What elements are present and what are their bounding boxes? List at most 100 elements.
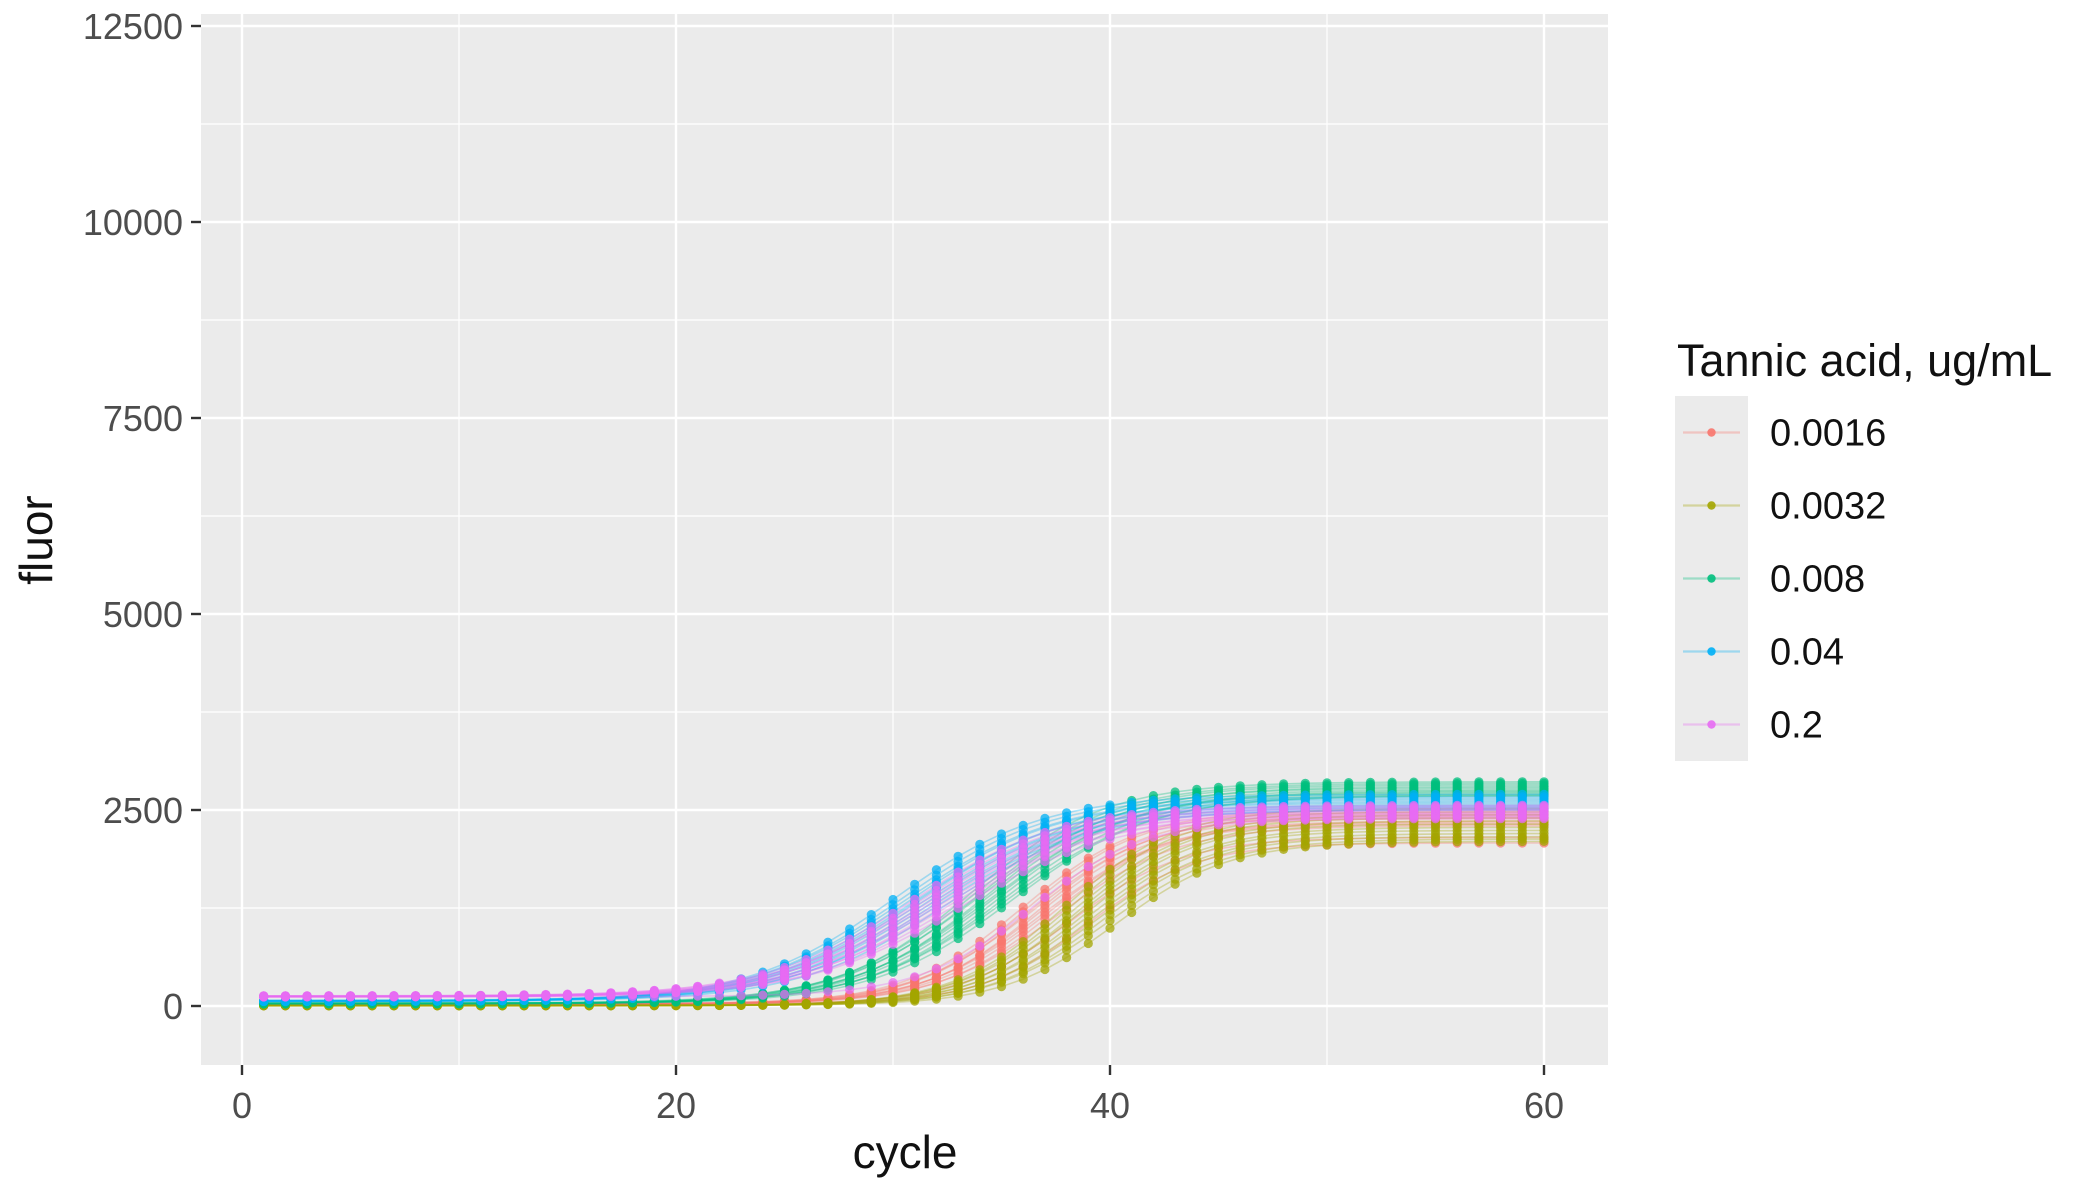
legend-keys: 0.0016 0.0032 0.008 0.04 0.2 <box>1675 396 1886 761</box>
data-point <box>302 992 312 1002</box>
data-point <box>649 991 659 1002</box>
data-point <box>1430 814 1441 824</box>
data-point <box>888 978 898 988</box>
data-point <box>519 992 529 1002</box>
data-point <box>1127 900 1137 911</box>
data-point <box>953 903 963 913</box>
data-point <box>1062 945 1072 955</box>
data-point <box>1213 859 1224 870</box>
data-point <box>1040 958 1050 968</box>
data-point <box>888 997 898 1008</box>
legend-label: 0.04 <box>1770 632 1844 674</box>
data-point <box>259 992 269 1002</box>
y-tick-label: 5000 <box>103 594 183 635</box>
data-point <box>671 991 681 1001</box>
data-point <box>779 976 790 986</box>
legend-key-point <box>1707 720 1716 729</box>
data-point <box>324 992 334 1002</box>
data-point <box>1539 836 1549 847</box>
data-point <box>975 919 985 929</box>
data-point <box>367 992 377 1002</box>
data-point <box>1387 814 1397 824</box>
data-point <box>823 965 833 975</box>
data-point <box>1083 938 1093 949</box>
data-point <box>1148 832 1158 842</box>
data-point <box>1257 817 1267 827</box>
data-point <box>1279 816 1289 826</box>
data-point <box>280 992 290 1002</box>
y-tick-label: 12500 <box>83 6 183 47</box>
data-point <box>541 992 551 1002</box>
data-point <box>1257 848 1267 858</box>
data-point <box>1213 820 1224 830</box>
data-point <box>1018 887 1028 897</box>
data-point <box>1387 838 1397 848</box>
data-point <box>1127 854 1137 865</box>
data-point <box>1452 837 1462 847</box>
data-point <box>1018 909 1028 920</box>
data-point <box>801 971 811 981</box>
y-tick-label: 2500 <box>103 790 183 831</box>
data-point <box>845 958 855 968</box>
data-point <box>1083 931 1093 941</box>
legend-label: 0.0032 <box>1770 486 1886 528</box>
legend-entry-0.04: 0.04 <box>1675 615 1844 688</box>
data-point <box>454 992 464 1002</box>
data-point <box>975 941 985 951</box>
data-point <box>823 999 833 1010</box>
data-point <box>845 985 855 995</box>
data-point <box>1300 815 1310 825</box>
data-point <box>823 987 833 997</box>
data-point <box>1148 825 1158 835</box>
data-point <box>1409 837 1419 847</box>
data-point <box>1192 823 1202 833</box>
data-point <box>1062 953 1072 963</box>
data-point <box>888 939 898 950</box>
data-point <box>931 964 942 974</box>
data-point <box>1322 815 1332 825</box>
axis-ticks-and-labels: 0 20 40 60 0 2500 5000 7500 10000 12500 <box>83 6 1564 1126</box>
y-tick-label: 7500 <box>103 398 183 439</box>
data-point <box>1148 880 1158 890</box>
data-point <box>411 992 421 1002</box>
x-axis-title: cycle <box>853 1126 958 1178</box>
legend-title: Tannic acid, ug/mL <box>1677 335 2052 386</box>
data-point <box>1105 916 1115 926</box>
data-point <box>866 982 876 992</box>
data-point <box>910 996 920 1006</box>
data-point <box>1192 868 1202 878</box>
data-point <box>1127 839 1137 850</box>
plot-panel <box>201 14 1608 1065</box>
data-point <box>1170 868 1180 878</box>
data-point <box>975 987 985 997</box>
data-point <box>953 954 963 964</box>
data-point <box>1127 907 1137 918</box>
data-point <box>1083 861 1093 872</box>
data-point <box>996 878 1007 888</box>
data-point <box>953 933 963 944</box>
panel-background <box>201 14 1608 1065</box>
data-point <box>866 975 876 985</box>
data-point <box>1040 892 1050 903</box>
legend: Tannic acid, ug/mL 0.0016 0.0032 0.008 0.04… <box>1675 335 2052 761</box>
data-point <box>1344 814 1354 824</box>
data-point <box>931 916 942 926</box>
x-tick-label: 60 <box>1524 1085 1564 1126</box>
data-point <box>758 979 768 990</box>
y-tick-label: 0 <box>163 986 183 1027</box>
legend-key-point <box>1707 501 1716 510</box>
data-point <box>996 982 1007 992</box>
data-point <box>1300 842 1310 852</box>
data-point <box>1517 814 1527 824</box>
data-point <box>758 990 768 1000</box>
point-layer <box>259 777 1549 1011</box>
data-point <box>628 991 638 1002</box>
data-point <box>1148 860 1158 870</box>
data-point <box>1170 879 1180 889</box>
data-point <box>1105 834 1115 844</box>
data-point <box>931 994 942 1004</box>
data-point <box>345 992 356 1002</box>
data-point <box>736 991 746 1001</box>
data-point <box>1018 974 1028 984</box>
